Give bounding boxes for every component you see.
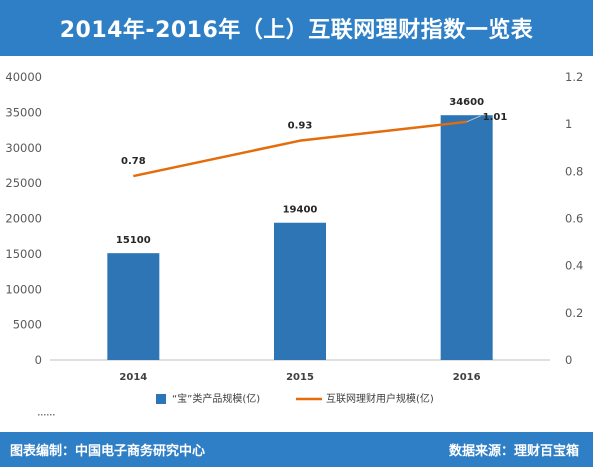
line-label-leader	[466, 115, 481, 123]
left-axis-tick-label: 30000	[5, 141, 42, 155]
line-value-label: 1.01	[483, 112, 508, 123]
x-axis-tick-label: 2014	[119, 372, 147, 383]
right-axis-tick-label: 0.2	[565, 306, 583, 320]
right-axis-tick-label: 0.4	[565, 259, 583, 273]
footer-credit: 图表编制：中国电子商务研究中心	[10, 444, 206, 459]
bar-value-label: 34600	[449, 97, 484, 108]
left-axis-tick-label: 0	[35, 353, 42, 367]
dotted-marker	[38, 414, 55, 416]
left-axis-tick-label: 15000	[5, 247, 42, 261]
left-axis-tick-label: 35000	[5, 105, 42, 119]
right-axis-tick-label: 0.8	[565, 164, 583, 178]
bar-2015	[274, 222, 326, 360]
x-axis-tick-label: 2015	[286, 372, 314, 383]
right-axis-tick-label: 1.2	[565, 70, 583, 84]
line-user-scale	[133, 120, 467, 178]
right-axis-tick-label: 0.6	[565, 212, 583, 226]
x-axis-tick-label: 2016	[453, 372, 481, 383]
line-value-label: 0.78	[121, 156, 146, 167]
footer-bar: 图表编制：中国电子商务研究中心 数据来源：理财百宝箱	[0, 432, 593, 467]
legend-bar-swatch	[156, 394, 166, 404]
legend-line-label: 互联网理财用户规模(亿)	[326, 392, 434, 405]
left-axis-tick-label: 10000	[5, 282, 42, 296]
legend-bar-label: “宝”类产品规模(亿)	[172, 392, 260, 405]
left-axis-tick-label: 25000	[5, 176, 42, 190]
chart-area: 0 5000 10000 15000 20000 25000 30000 35000 40000…	[5, 70, 583, 416]
left-axis-tick-label: 5000	[13, 318, 42, 332]
chart-title-bar: 2014年-2016年（上）互联网理财指数一览表	[0, 0, 593, 56]
legend: “宝”类产品规模(亿) 互联网理财用户规模(亿)	[156, 392, 434, 405]
right-axis-tick-label: 0	[565, 353, 572, 367]
bar-2014	[107, 253, 160, 360]
left-axis-tick-label: 40000	[5, 70, 42, 84]
left-axis-tick-label: 20000	[5, 212, 42, 226]
bar-value-label: 15100	[116, 235, 151, 246]
footer-source: 数据来源：理财百宝箱	[448, 444, 579, 459]
chart-title: 2014年-2016年（上）互联网理财指数一览表	[59, 18, 534, 43]
line-value-label: 0.93	[288, 121, 313, 132]
bar-2016	[440, 115, 493, 360]
right-axis-tick-label: 1	[565, 117, 572, 131]
bar-value-label: 19400	[283, 205, 318, 216]
